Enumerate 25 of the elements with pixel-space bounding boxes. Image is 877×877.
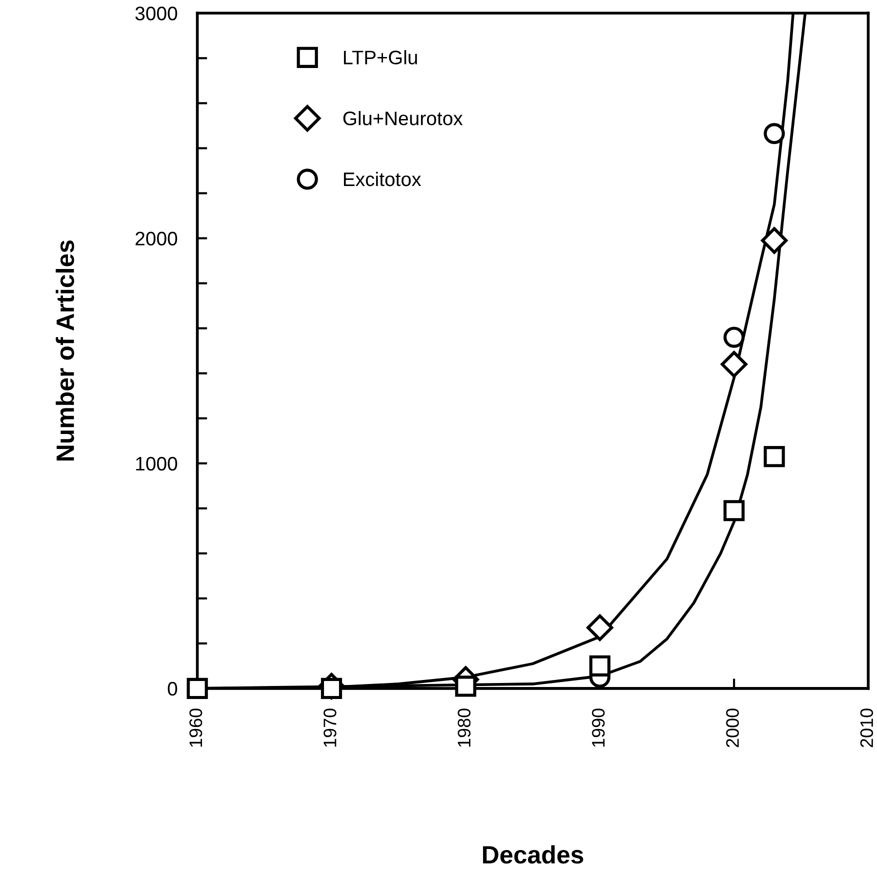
legend-label: LTP+Glu xyxy=(344,50,417,64)
legend-label: Glu+Neurotox xyxy=(343,111,463,126)
point xyxy=(764,123,785,144)
point xyxy=(589,655,610,676)
point xyxy=(455,676,476,697)
x-tick-label: 1970 xyxy=(324,708,336,747)
point xyxy=(723,500,745,522)
y-tick-label: 1000 xyxy=(136,456,178,471)
legend-label: Excitotox xyxy=(344,172,422,186)
point xyxy=(186,678,208,699)
y-axis-title: Number of Articles xyxy=(56,240,74,460)
y-tick-label: 2000 xyxy=(136,232,178,246)
x-tick-label: 1990 xyxy=(592,708,605,747)
y-tick-label: 0 xyxy=(168,682,178,696)
x-tick-label: 1980 xyxy=(458,708,471,747)
point xyxy=(723,326,745,348)
x-axis-title: Decades xyxy=(483,845,584,864)
y-tick-label: 3000 xyxy=(135,6,178,20)
point xyxy=(764,446,785,468)
x-tick-label: 1960 xyxy=(189,708,202,747)
point xyxy=(586,614,614,641)
point xyxy=(720,350,748,378)
x-tick-label: 2000 xyxy=(726,708,739,748)
point xyxy=(760,227,788,254)
x-tick-label: 2010 xyxy=(860,708,874,748)
